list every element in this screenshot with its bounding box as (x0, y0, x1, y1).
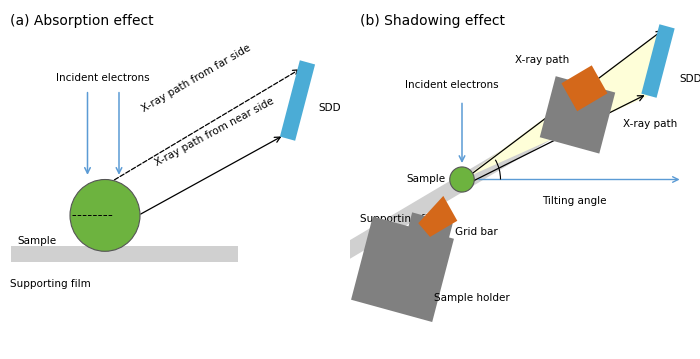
Polygon shape (641, 24, 675, 98)
Text: X-ray path from far side: X-ray path from far side (140, 43, 253, 114)
Polygon shape (322, 95, 602, 271)
Text: Supporting film: Supporting film (10, 279, 91, 289)
Text: Sample: Sample (18, 236, 57, 246)
Text: Incident electrons: Incident electrons (405, 80, 498, 90)
Text: Sample: Sample (406, 174, 445, 185)
Circle shape (449, 167, 475, 192)
Text: Grid bar: Grid bar (455, 227, 498, 237)
Text: (b) Shadowing effect: (b) Shadowing effect (360, 14, 505, 28)
Text: Tilting angle: Tilting angle (542, 196, 607, 206)
Polygon shape (540, 76, 615, 154)
Polygon shape (561, 65, 608, 111)
Text: (a) Absorption effect: (a) Absorption effect (10, 14, 154, 28)
Circle shape (70, 180, 140, 251)
Text: SDD: SDD (318, 103, 341, 113)
Polygon shape (462, 26, 667, 180)
Text: X-ray path from near side: X-ray path from near side (153, 96, 276, 168)
Text: X-ray path: X-ray path (623, 119, 678, 129)
Text: X-ray path: X-ray path (515, 55, 570, 65)
Text: Incident electrons: Incident electrons (57, 73, 150, 83)
Text: Supporting film: Supporting film (360, 214, 441, 224)
Text: SDD: SDD (679, 74, 700, 84)
Polygon shape (419, 196, 457, 237)
Polygon shape (280, 60, 315, 141)
Bar (10, 246, 238, 262)
Text: Sample holder: Sample holder (434, 293, 510, 303)
Polygon shape (401, 213, 453, 265)
Polygon shape (351, 216, 454, 322)
